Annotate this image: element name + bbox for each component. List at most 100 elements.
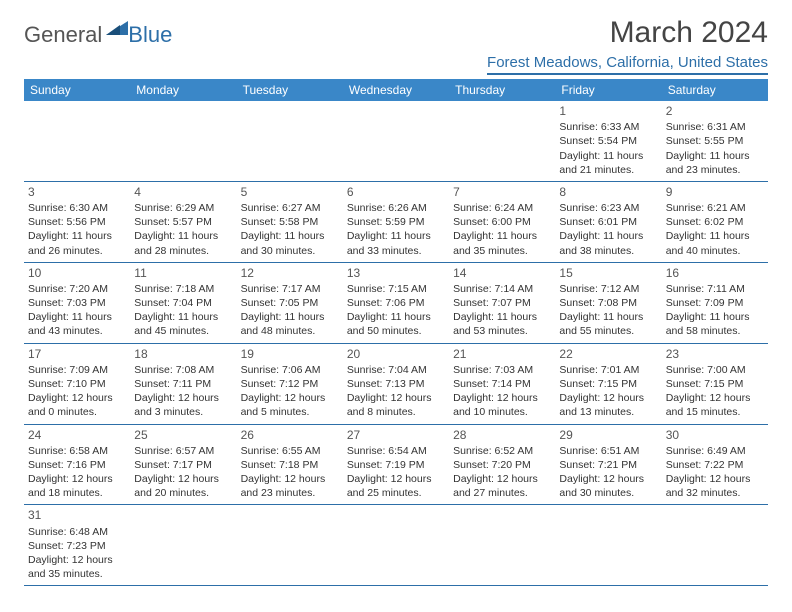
sunset-text: Sunset: 7:21 PM (559, 458, 657, 472)
sunrise-text: Sunrise: 6:27 AM (241, 201, 339, 215)
calendar-day-cell: 1Sunrise: 6:33 AMSunset: 5:54 PMDaylight… (555, 101, 661, 181)
sunrise-text: Sunrise: 6:49 AM (666, 444, 764, 458)
calendar-empty-cell (449, 101, 555, 181)
calendar-day-cell: 9Sunrise: 6:21 AMSunset: 6:02 PMDaylight… (662, 181, 768, 262)
weekday-header: Tuesday (237, 79, 343, 101)
sunset-text: Sunset: 7:12 PM (241, 377, 339, 391)
day-number: 19 (241, 346, 339, 362)
day-number: 31 (28, 507, 126, 523)
daylight-text: Daylight: 11 hours and 55 minutes. (559, 310, 657, 338)
sunrise-text: Sunrise: 7:00 AM (666, 363, 764, 377)
sunrise-text: Sunrise: 6:26 AM (347, 201, 445, 215)
daylight-text: Daylight: 11 hours and 35 minutes. (453, 229, 551, 257)
daylight-text: Daylight: 11 hours and 53 minutes. (453, 310, 551, 338)
calendar-week-row: 24Sunrise: 6:58 AMSunset: 7:16 PMDayligh… (24, 424, 768, 505)
calendar-day-cell: 23Sunrise: 7:00 AMSunset: 7:15 PMDayligh… (662, 343, 768, 424)
sunrise-text: Sunrise: 6:51 AM (559, 444, 657, 458)
daylight-text: Daylight: 11 hours and 30 minutes. (241, 229, 339, 257)
logo: General Blue (24, 22, 172, 48)
sunrise-text: Sunrise: 7:08 AM (134, 363, 232, 377)
calendar-empty-cell (237, 101, 343, 181)
sunrise-text: Sunrise: 7:14 AM (453, 282, 551, 296)
daylight-text: Daylight: 11 hours and 28 minutes. (134, 229, 232, 257)
calendar-empty-cell (343, 505, 449, 586)
day-number: 5 (241, 184, 339, 200)
calendar-day-cell: 27Sunrise: 6:54 AMSunset: 7:19 PMDayligh… (343, 424, 449, 505)
sunset-text: Sunset: 5:58 PM (241, 215, 339, 229)
sunrise-text: Sunrise: 7:03 AM (453, 363, 551, 377)
sunrise-text: Sunrise: 7:09 AM (28, 363, 126, 377)
sunset-text: Sunset: 6:02 PM (666, 215, 764, 229)
calendar-empty-cell (662, 505, 768, 586)
sunset-text: Sunset: 7:06 PM (347, 296, 445, 310)
calendar-day-cell: 30Sunrise: 6:49 AMSunset: 7:22 PMDayligh… (662, 424, 768, 505)
sunset-text: Sunset: 7:15 PM (666, 377, 764, 391)
sunrise-text: Sunrise: 6:21 AM (666, 201, 764, 215)
day-number: 14 (453, 265, 551, 281)
weekday-header: Monday (130, 79, 236, 101)
calendar-body: 1Sunrise: 6:33 AMSunset: 5:54 PMDaylight… (24, 101, 768, 586)
calendar-empty-cell (130, 101, 236, 181)
daylight-text: Daylight: 12 hours and 30 minutes. (559, 472, 657, 500)
calendar-week-row: 17Sunrise: 7:09 AMSunset: 7:10 PMDayligh… (24, 343, 768, 424)
calendar-empty-cell (555, 505, 661, 586)
calendar-day-cell: 18Sunrise: 7:08 AMSunset: 7:11 PMDayligh… (130, 343, 236, 424)
day-number: 6 (347, 184, 445, 200)
day-number: 4 (134, 184, 232, 200)
sunrise-text: Sunrise: 6:30 AM (28, 201, 126, 215)
day-number: 2 (666, 103, 764, 119)
calendar-day-cell: 10Sunrise: 7:20 AMSunset: 7:03 PMDayligh… (24, 262, 130, 343)
sunset-text: Sunset: 7:05 PM (241, 296, 339, 310)
calendar-day-cell: 11Sunrise: 7:18 AMSunset: 7:04 PMDayligh… (130, 262, 236, 343)
calendar-empty-cell (24, 101, 130, 181)
calendar-empty-cell (130, 505, 236, 586)
day-number: 1 (559, 103, 657, 119)
weekday-header: Friday (555, 79, 661, 101)
sunset-text: Sunset: 7:10 PM (28, 377, 126, 391)
daylight-text: Daylight: 11 hours and 45 minutes. (134, 310, 232, 338)
calendar-day-cell: 14Sunrise: 7:14 AMSunset: 7:07 PMDayligh… (449, 262, 555, 343)
daylight-text: Daylight: 12 hours and 10 minutes. (453, 391, 551, 419)
daylight-text: Daylight: 12 hours and 25 minutes. (347, 472, 445, 500)
daylight-text: Daylight: 12 hours and 18 minutes. (28, 472, 126, 500)
daylight-text: Daylight: 12 hours and 23 minutes. (241, 472, 339, 500)
sunrise-text: Sunrise: 7:17 AM (241, 282, 339, 296)
sunset-text: Sunset: 5:55 PM (666, 134, 764, 148)
daylight-text: Daylight: 11 hours and 33 minutes. (347, 229, 445, 257)
daylight-text: Daylight: 11 hours and 38 minutes. (559, 229, 657, 257)
calendar-week-row: 1Sunrise: 6:33 AMSunset: 5:54 PMDaylight… (24, 101, 768, 181)
daylight-text: Daylight: 11 hours and 23 minutes. (666, 149, 764, 177)
sunset-text: Sunset: 7:07 PM (453, 296, 551, 310)
calendar-day-cell: 3Sunrise: 6:30 AMSunset: 5:56 PMDaylight… (24, 181, 130, 262)
sunset-text: Sunset: 7:13 PM (347, 377, 445, 391)
daylight-text: Daylight: 11 hours and 21 minutes. (559, 149, 657, 177)
calendar-day-cell: 6Sunrise: 6:26 AMSunset: 5:59 PMDaylight… (343, 181, 449, 262)
daylight-text: Daylight: 12 hours and 5 minutes. (241, 391, 339, 419)
daylight-text: Daylight: 12 hours and 35 minutes. (28, 553, 126, 581)
day-number: 23 (666, 346, 764, 362)
calendar-day-cell: 15Sunrise: 7:12 AMSunset: 7:08 PMDayligh… (555, 262, 661, 343)
title-block: March 2024 Forest Meadows, California, U… (487, 16, 768, 75)
day-number: 24 (28, 427, 126, 443)
daylight-text: Daylight: 11 hours and 48 minutes. (241, 310, 339, 338)
sunrise-text: Sunrise: 7:15 AM (347, 282, 445, 296)
day-number: 29 (559, 427, 657, 443)
daylight-text: Daylight: 12 hours and 27 minutes. (453, 472, 551, 500)
sunset-text: Sunset: 7:19 PM (347, 458, 445, 472)
weekday-header-row: SundayMondayTuesdayWednesdayThursdayFrid… (24, 79, 768, 101)
calendar-day-cell: 19Sunrise: 7:06 AMSunset: 7:12 PMDayligh… (237, 343, 343, 424)
logo-text-blue: Blue (128, 22, 172, 48)
day-number: 18 (134, 346, 232, 362)
sunset-text: Sunset: 7:23 PM (28, 539, 126, 553)
calendar-empty-cell (449, 505, 555, 586)
sunrise-text: Sunrise: 6:58 AM (28, 444, 126, 458)
sunrise-text: Sunrise: 6:33 AM (559, 120, 657, 134)
daylight-text: Daylight: 11 hours and 58 minutes. (666, 310, 764, 338)
day-number: 7 (453, 184, 551, 200)
calendar-empty-cell (343, 101, 449, 181)
calendar-day-cell: 20Sunrise: 7:04 AMSunset: 7:13 PMDayligh… (343, 343, 449, 424)
sunrise-text: Sunrise: 7:18 AM (134, 282, 232, 296)
sunset-text: Sunset: 7:15 PM (559, 377, 657, 391)
sunset-text: Sunset: 7:20 PM (453, 458, 551, 472)
day-number: 10 (28, 265, 126, 281)
